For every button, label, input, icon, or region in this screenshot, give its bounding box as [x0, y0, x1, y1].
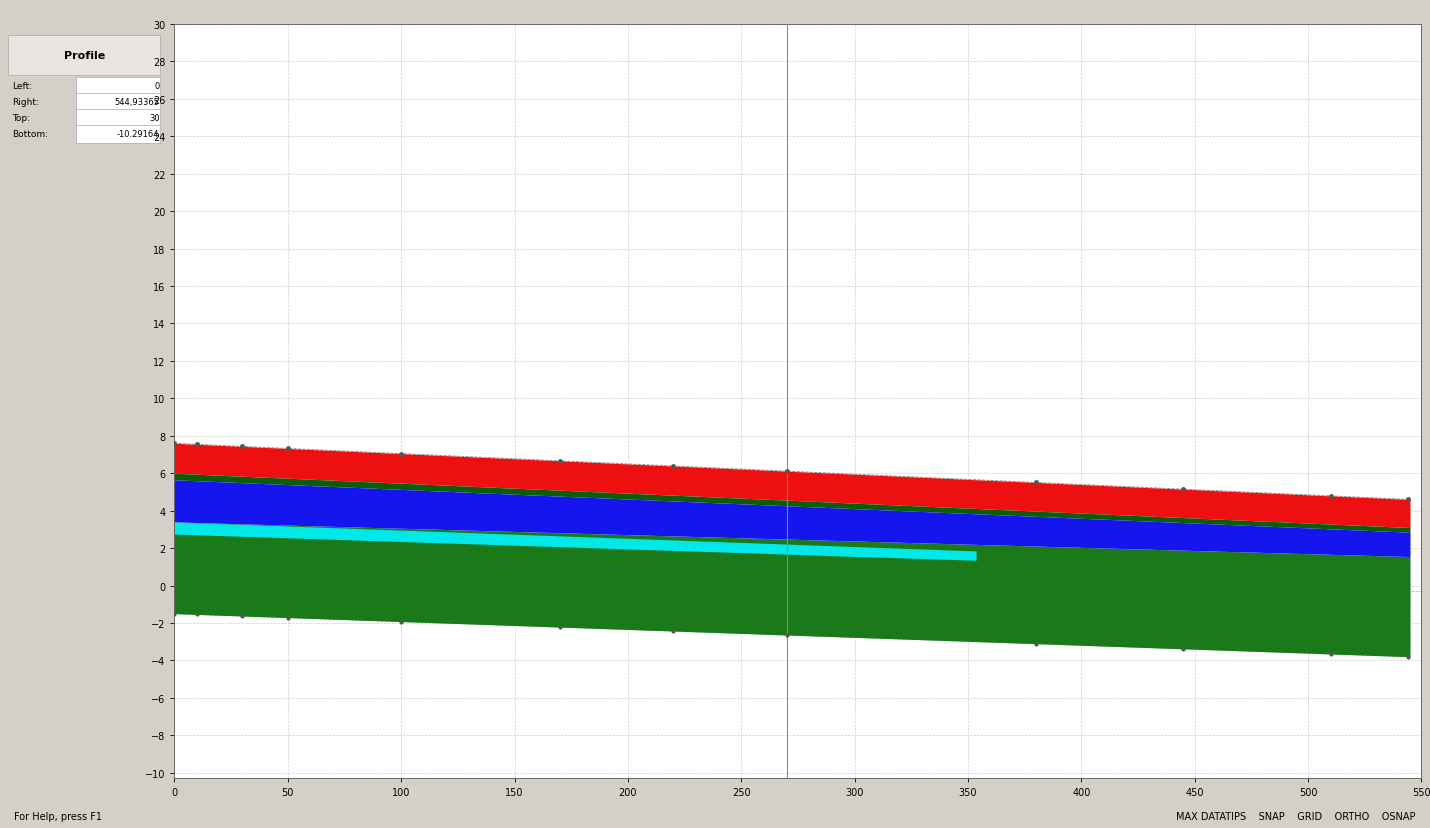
Text: Bottom:: Bottom:	[11, 130, 47, 138]
Text: Top:: Top:	[11, 113, 30, 123]
Text: MAX DATATIPS    SNAP    GRID    ORTHO    OSNAP: MAX DATATIPS SNAP GRID ORTHO OSNAP	[1177, 811, 1416, 821]
Text: Right:: Right:	[11, 98, 39, 107]
Text: -10.29164: -10.29164	[117, 130, 160, 138]
Bar	[76, 94, 160, 112]
Bar	[76, 110, 160, 128]
Text: 0: 0	[154, 81, 160, 90]
Bar	[9, 36, 160, 76]
Text: 544,93365: 544,93365	[114, 98, 160, 107]
Text: Left:: Left:	[11, 81, 31, 90]
Text: Profile: Profile	[64, 51, 104, 61]
Text: For Help, press F1: For Help, press F1	[14, 811, 103, 821]
Bar	[76, 78, 160, 95]
Bar	[76, 126, 160, 144]
Text: 30: 30	[149, 113, 160, 123]
